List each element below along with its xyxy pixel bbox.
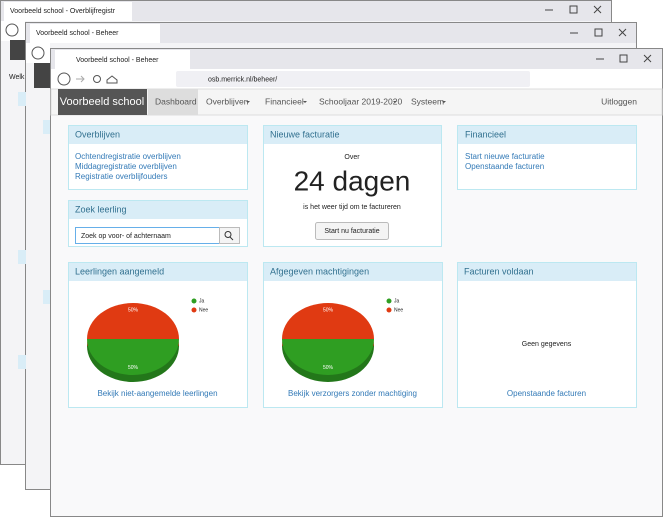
nav-item[interactable]: Dashboard [155, 96, 197, 106]
panel-title: Overblijven [75, 129, 120, 139]
pie-slice [87, 339, 179, 375]
tab-bar [1, 1, 611, 21]
window-controls[interactable] [596, 54, 652, 63]
link[interactable]: Ochtendregistratie overblijven [75, 152, 181, 161]
link[interactable]: Openstaande facturen [465, 162, 544, 171]
tab-bar [51, 49, 662, 69]
reload-button[interactable] [93, 75, 101, 83]
slice-label: 50% [323, 308, 334, 314]
tab-title: Voorbeeld school - Beheer [76, 57, 159, 64]
panel-fragment [18, 355, 26, 369]
link[interactable]: Start nieuwe facturatie [465, 152, 545, 161]
nav-item[interactable]: Financieel [265, 96, 304, 106]
text: Over [344, 154, 360, 161]
back-button[interactable] [5, 23, 19, 37]
nav-item[interactable]: Systeem [411, 96, 444, 106]
search-button[interactable] [219, 227, 240, 244]
panel [457, 125, 637, 190]
home-button[interactable] [106, 75, 118, 84]
navbar-fragment [34, 63, 50, 88]
message: Geen gegevens [522, 341, 572, 348]
caret [393, 101, 397, 103]
panel-title: Zoek leerling [75, 204, 127, 214]
legend-label: Nee [394, 307, 403, 313]
button-label: Start nu facturatie [324, 228, 379, 235]
panel [457, 262, 637, 408]
caret [303, 101, 307, 103]
days: 24 dagen [294, 165, 411, 196]
panel-header [458, 263, 636, 281]
caret [442, 101, 446, 103]
toolbar [26, 43, 50, 63]
panel-fragment [43, 120, 51, 134]
panel-fragment [43, 290, 51, 304]
panel-title: Financieel [465, 129, 506, 139]
panel-title: Nieuwe facturatie [270, 129, 340, 139]
window-controls[interactable] [570, 28, 627, 37]
pie-slice [282, 303, 374, 339]
button[interactable] [315, 222, 389, 240]
panel-title: Afgegeven machtigingen [270, 266, 369, 276]
panel-header [264, 263, 442, 281]
panel-header [69, 263, 247, 281]
link[interactable]: Openstaande facturen [507, 389, 586, 398]
link[interactable]: Bekijk niet-aangemelde leerlingen [97, 389, 217, 398]
caret [246, 101, 250, 103]
pie-slice [87, 303, 179, 339]
link[interactable]: Bekijk verzorgers zonder machtiging [288, 389, 417, 398]
legend-swatch [386, 298, 392, 304]
slice-label: 50% [323, 365, 334, 371]
brand[interactable]: Voorbeeld school [60, 96, 144, 108]
tab[interactable] [4, 2, 132, 21]
search-icon [224, 231, 232, 238]
pie-slice [282, 339, 374, 375]
panel [68, 125, 248, 190]
tab-title: Voorbeeld school - Overblijfregistr [10, 8, 116, 15]
panel-fragment [18, 250, 26, 264]
url-bar[interactable] [176, 71, 530, 87]
text: is het weer tijd om te factureren [303, 204, 401, 211]
legend-label: Nee [199, 307, 208, 313]
link[interactable]: Registratie overblijfouders [75, 172, 168, 181]
link[interactable]: Middagregistratie overblijven [75, 162, 177, 171]
nav-item[interactable]: Overblijven [206, 96, 249, 106]
legend-label: Ja [199, 298, 205, 304]
panel-title: Facturen voldaan [464, 266, 534, 276]
slice-label: 50% [128, 365, 139, 371]
search-icon [229, 236, 234, 241]
back-button[interactable] [57, 72, 71, 86]
slice-label: 50% [128, 308, 139, 314]
legend-swatch [191, 307, 197, 313]
placeholder: Zoek op voor- of achternaam [81, 233, 171, 240]
content-text: Welk [9, 74, 25, 81]
tab[interactable] [55, 50, 190, 69]
nav-item[interactable]: Schooljaar 2019-2020 [319, 96, 402, 106]
tab-title: Voorbeeld school - Beheer [36, 30, 119, 37]
logout[interactable]: Uitloggen [601, 96, 637, 106]
nav-active [148, 89, 198, 115]
brand-bg [58, 89, 147, 115]
legend-label: Ja [394, 298, 400, 304]
legend-swatch [386, 307, 392, 313]
forward-button[interactable] [76, 75, 85, 83]
legend-swatch [191, 298, 197, 304]
window-controls[interactable] [545, 5, 602, 14]
url: osb.merrick.nl/beheer/ [208, 76, 277, 83]
navbar-fragment [10, 40, 25, 60]
tab-bar [26, 23, 636, 43]
back-button[interactable] [31, 46, 45, 60]
panel-title: Leerlingen aangemeld [75, 266, 164, 276]
tab[interactable] [30, 24, 160, 43]
panel-fragment [18, 92, 26, 106]
